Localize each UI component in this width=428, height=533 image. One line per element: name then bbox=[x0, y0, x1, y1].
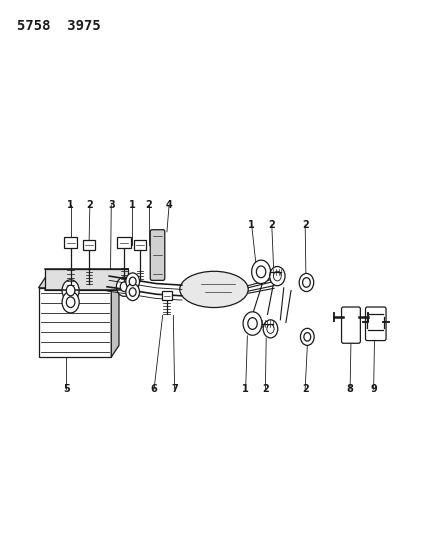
Bar bbox=[162, 292, 172, 300]
Bar bbox=[83, 240, 95, 251]
Text: 4: 4 bbox=[166, 200, 172, 210]
Circle shape bbox=[252, 260, 270, 284]
Bar bbox=[117, 237, 131, 248]
Circle shape bbox=[270, 266, 285, 286]
FancyBboxPatch shape bbox=[150, 230, 165, 280]
Bar bbox=[39, 288, 111, 357]
Circle shape bbox=[129, 277, 136, 286]
Circle shape bbox=[304, 333, 311, 341]
Text: 5758  3975: 5758 3975 bbox=[17, 19, 101, 33]
Circle shape bbox=[273, 271, 281, 281]
Text: 1: 1 bbox=[128, 200, 135, 210]
Circle shape bbox=[62, 280, 79, 301]
Circle shape bbox=[126, 273, 140, 290]
Text: 1: 1 bbox=[67, 200, 74, 210]
Circle shape bbox=[263, 320, 278, 338]
Text: 2: 2 bbox=[302, 220, 309, 230]
Circle shape bbox=[267, 324, 274, 334]
Polygon shape bbox=[111, 276, 119, 357]
Text: 9: 9 bbox=[370, 384, 377, 394]
Circle shape bbox=[66, 285, 75, 296]
Circle shape bbox=[116, 277, 132, 296]
Circle shape bbox=[126, 284, 140, 301]
Circle shape bbox=[129, 288, 136, 296]
Ellipse shape bbox=[180, 271, 248, 308]
Circle shape bbox=[120, 282, 128, 292]
Bar bbox=[64, 237, 77, 248]
Text: 2: 2 bbox=[302, 384, 309, 394]
Text: 7: 7 bbox=[171, 384, 178, 394]
Bar bbox=[45, 269, 128, 290]
Text: 5: 5 bbox=[63, 384, 70, 394]
Circle shape bbox=[256, 266, 266, 278]
Bar bbox=[134, 240, 146, 251]
Polygon shape bbox=[39, 276, 119, 288]
Text: 2: 2 bbox=[146, 200, 152, 210]
Circle shape bbox=[299, 273, 314, 292]
Text: 1: 1 bbox=[248, 220, 255, 230]
Circle shape bbox=[62, 292, 79, 313]
FancyBboxPatch shape bbox=[342, 307, 360, 343]
FancyBboxPatch shape bbox=[366, 307, 386, 341]
Circle shape bbox=[66, 297, 75, 308]
Circle shape bbox=[243, 312, 262, 335]
Text: 1: 1 bbox=[242, 384, 249, 394]
Circle shape bbox=[248, 318, 257, 329]
Text: 3: 3 bbox=[108, 200, 115, 210]
Text: 8: 8 bbox=[347, 384, 354, 394]
Circle shape bbox=[300, 328, 314, 345]
Text: 2: 2 bbox=[268, 220, 275, 230]
Circle shape bbox=[303, 278, 310, 287]
Text: 2: 2 bbox=[86, 200, 93, 210]
Text: 6: 6 bbox=[151, 384, 158, 394]
Text: 2: 2 bbox=[262, 384, 269, 394]
